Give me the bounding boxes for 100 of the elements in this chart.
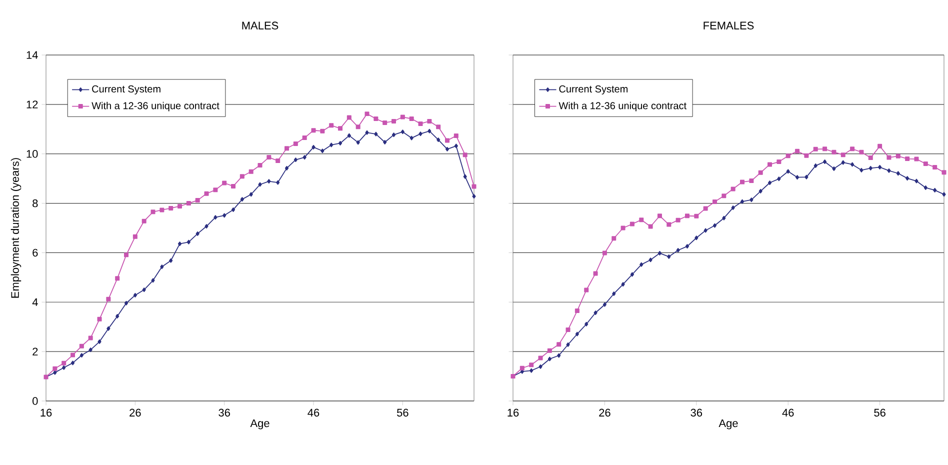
x-tick-label: 16 — [508, 408, 519, 417]
point — [365, 130, 369, 135]
point — [204, 224, 208, 229]
point — [320, 128, 325, 134]
point — [612, 236, 616, 241]
point — [768, 180, 772, 186]
point — [106, 296, 111, 302]
point — [584, 288, 589, 292]
point — [106, 326, 110, 331]
point — [887, 168, 891, 173]
point — [240, 174, 244, 179]
point — [302, 136, 307, 140]
point — [612, 291, 616, 296]
point — [178, 204, 182, 208]
point — [418, 121, 423, 126]
point — [436, 124, 441, 130]
point — [116, 314, 120, 318]
point — [886, 155, 892, 160]
point — [620, 226, 626, 230]
point — [868, 156, 873, 160]
point — [409, 116, 414, 122]
point — [329, 123, 334, 128]
point — [740, 199, 744, 204]
point — [472, 194, 476, 199]
point — [712, 223, 717, 228]
point — [878, 164, 882, 170]
point — [574, 308, 580, 314]
point — [768, 162, 772, 167]
point — [400, 114, 405, 120]
point — [383, 140, 387, 144]
point — [320, 148, 324, 154]
point — [454, 134, 458, 138]
point — [266, 155, 272, 160]
point — [311, 128, 316, 133]
point — [914, 156, 919, 162]
point — [749, 178, 754, 184]
x-tick-label: 36 — [690, 408, 702, 417]
point — [530, 368, 534, 373]
point — [240, 197, 244, 202]
point — [338, 126, 343, 131]
point — [374, 116, 378, 122]
y-tick-label: 0 — [32, 397, 38, 405]
legend-label: With a 12-36 unique contract — [92, 102, 220, 112]
point — [70, 352, 76, 358]
point — [124, 300, 128, 306]
point — [520, 366, 524, 370]
point — [463, 174, 467, 179]
point — [548, 356, 552, 362]
point — [777, 176, 781, 182]
point — [52, 366, 58, 371]
point — [566, 342, 570, 347]
point — [786, 169, 790, 174]
point — [832, 150, 836, 154]
point — [302, 155, 306, 160]
point — [813, 146, 818, 152]
point — [703, 206, 708, 211]
point — [400, 130, 404, 134]
point — [160, 264, 164, 270]
point — [832, 166, 836, 171]
point — [258, 162, 262, 168]
point — [382, 120, 388, 125]
point — [942, 192, 946, 197]
y-tick-label: 6 — [32, 248, 38, 257]
point — [330, 142, 334, 148]
point — [575, 332, 579, 336]
point — [840, 152, 846, 158]
point — [914, 178, 918, 184]
point — [750, 198, 754, 202]
legend-label: Current System — [559, 85, 628, 94]
point — [445, 146, 450, 152]
point — [88, 348, 92, 352]
x-tick-label: 46 — [308, 408, 320, 417]
point — [160, 208, 164, 212]
point — [942, 170, 946, 175]
point — [850, 162, 854, 167]
point — [186, 201, 191, 206]
point — [204, 191, 209, 196]
point — [70, 360, 75, 366]
point — [730, 186, 736, 192]
point — [294, 158, 298, 162]
point — [666, 222, 672, 227]
point — [594, 310, 598, 316]
point — [814, 163, 818, 168]
point — [804, 153, 809, 158]
point — [841, 160, 845, 165]
x-tick-label: 26 — [599, 408, 610, 417]
point — [776, 160, 782, 164]
point — [547, 348, 552, 353]
point — [80, 353, 84, 358]
y-tick-label: 2 — [32, 348, 38, 356]
y-axis-title: Employment duration (years) — [10, 158, 22, 298]
point — [142, 288, 146, 292]
point — [859, 150, 864, 154]
point — [231, 184, 236, 188]
point — [538, 356, 543, 360]
point — [630, 222, 634, 226]
point — [249, 192, 253, 197]
point — [795, 148, 800, 154]
point — [584, 322, 588, 326]
x-axis-title: Age — [250, 419, 270, 430]
